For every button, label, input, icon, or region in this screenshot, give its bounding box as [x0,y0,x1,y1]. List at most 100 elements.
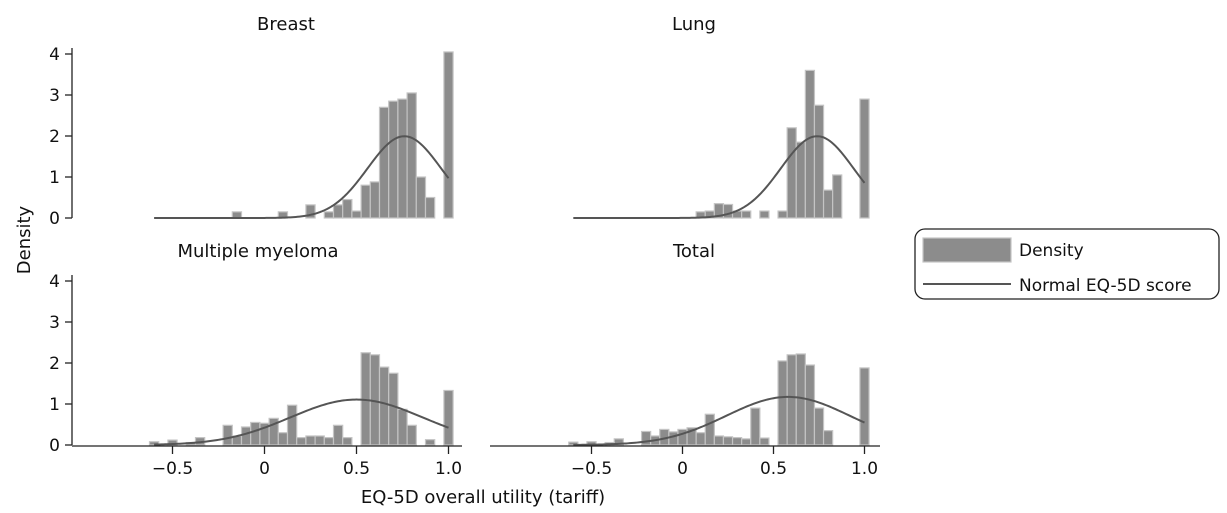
multiple-myeloma-bar-1 [148,441,160,446]
panel-lung: Lung [573,14,870,219]
multiple-myeloma-x-tick-label-1: 0 [259,459,270,479]
lung-bar-6 [741,210,752,219]
breast-y-tick-label-2: 2 [49,127,60,147]
panel-title-total: Total [672,241,715,262]
breast-bar-14 [415,176,427,219]
breast-bar-9 [369,181,381,219]
multiple-myeloma-bars [148,352,454,446]
legend: Density Normal EQ-5D score [914,228,1220,300]
total-bar-24 [822,430,834,446]
total-bar-4 [613,438,624,446]
multiple-myeloma-bar-24 [406,424,417,446]
panel-title-multiple-myeloma: Multiple myeloma [177,241,338,262]
breast-normal-curve [154,135,450,219]
legend-label-normal: Normal EQ-5D score [1019,276,1192,296]
total-bars [568,353,870,446]
lung-bar-10 [795,141,806,219]
multiple-myeloma-bar-7 [240,426,252,446]
multiple-myeloma-normal-curve [154,398,449,446]
breast-bar-4 [323,211,335,219]
total-bar-11 [695,432,706,446]
breast-bar-13 [406,92,417,219]
breast-y-tick-label-4: 4 [49,45,60,65]
total-x-axis: −0.5 0 0.5 1.0 [490,445,880,479]
lung-bars [695,69,870,219]
lung-bar-9 [786,127,797,219]
breast-bar-3 [305,204,316,219]
panel-breast: Breast 0 1 2 3 4 [49,14,454,229]
breast-y-tick-label-0: 0 [49,209,60,229]
multiple-myeloma-bar-23 [397,408,408,446]
multiple-myeloma-bar-26 [443,389,454,446]
lung-bar-7 [759,210,770,219]
multiple-myeloma-bar-16 [323,437,335,446]
total-bar-23 [813,407,825,446]
total-bar-12 [704,413,715,446]
total-bar-1 [568,441,579,446]
total-bar-14 [722,436,734,446]
total-bar-22 [804,364,816,446]
multiple-myeloma-bar-11 [277,432,289,446]
total-x-tick-label-0: −0.5 [571,459,612,479]
multiple-myeloma-bar-18 [342,437,353,446]
legend-label-density: Density [1019,241,1084,261]
total-bar-21 [795,353,806,446]
panel-title-breast: Breast [257,14,315,35]
panel-title-lung: Lung [672,14,716,35]
multiple-myeloma-bar-22 [388,372,399,446]
breast-y-tick-label-3: 3 [49,86,60,106]
panel-multiple-myeloma: Multiple myeloma 0 1 2 3 4 −0.5 0 0.5 1.0 [49,241,462,479]
breast-bar-6 [342,198,353,219]
legend-swatch-density [922,237,1012,263]
total-normal-curve [573,395,865,446]
breast-bar-12 [397,98,408,219]
breast-bar-16 [443,51,454,219]
total-x-tick-label-1: 0 [677,459,688,479]
multiple-myeloma-x-tick-label-3: 1.0 [435,459,462,479]
lung-bar-8 [777,210,788,219]
panel-total: Total −0.5 0 0.5 1.0 [490,241,880,479]
multiple-myeloma-bar-5 [222,424,233,446]
multiple-myeloma-x-tick-label-0: −0.5 [152,459,193,479]
multiple-myeloma-bar-10 [268,417,279,446]
multiple-myeloma-y-tick-label-0: 0 [49,436,60,456]
x-axis-title: EQ-5D overall utility (tariff) [361,487,605,508]
multiple-myeloma-x-axis: −0.5 0 0.5 1.0 [72,445,462,479]
multiple-myeloma-bar-17 [332,424,344,446]
total-bar-19 [777,360,788,446]
multiple-myeloma-bar-8 [250,421,261,446]
multiple-myeloma-bar-14 [305,435,316,446]
breast-y-axis: 0 1 2 3 4 [49,45,73,229]
breast-bar-8 [360,184,371,219]
lung-bar-14 [832,174,843,219]
multiple-myeloma-y-axis: 0 1 2 3 4 [49,272,73,456]
total-bar-25 [859,367,870,446]
multiple-myeloma-y-tick-label-1: 1 [49,395,60,415]
lung-bar-15 [859,98,870,219]
breast-bar-10 [378,106,390,219]
multiple-myeloma-x-tick-label-2: 0.5 [343,459,370,479]
lung-bar-11 [804,69,816,219]
total-bar-16 [741,438,752,446]
multiple-myeloma-y-tick-label-2: 2 [49,354,60,374]
total-bar-15 [731,437,743,446]
total-bar-5 [640,430,652,446]
total-bar-18 [759,437,770,446]
multiple-myeloma-bar-12 [286,404,298,446]
breast-bar-11 [388,100,399,219]
total-x-tick-label-3: 1.0 [851,459,878,479]
total-bar-8 [668,431,679,446]
total-x-tick-label-2: 0.5 [760,459,787,479]
multiple-myeloma-bar-13 [296,437,307,446]
multiple-myeloma-bar-15 [314,435,325,446]
total-bar-17 [750,407,761,446]
breast-bar-15 [424,196,436,219]
y-axis-title: Density [14,205,35,274]
multiple-myeloma-bar-25 [424,439,436,446]
multiple-myeloma-bar-21 [378,366,390,446]
lung-normal-curve [573,135,866,219]
multiple-myeloma-y-tick-label-3: 3 [49,313,60,333]
total-bar-20 [786,354,797,446]
breast-bar-7 [351,210,362,219]
